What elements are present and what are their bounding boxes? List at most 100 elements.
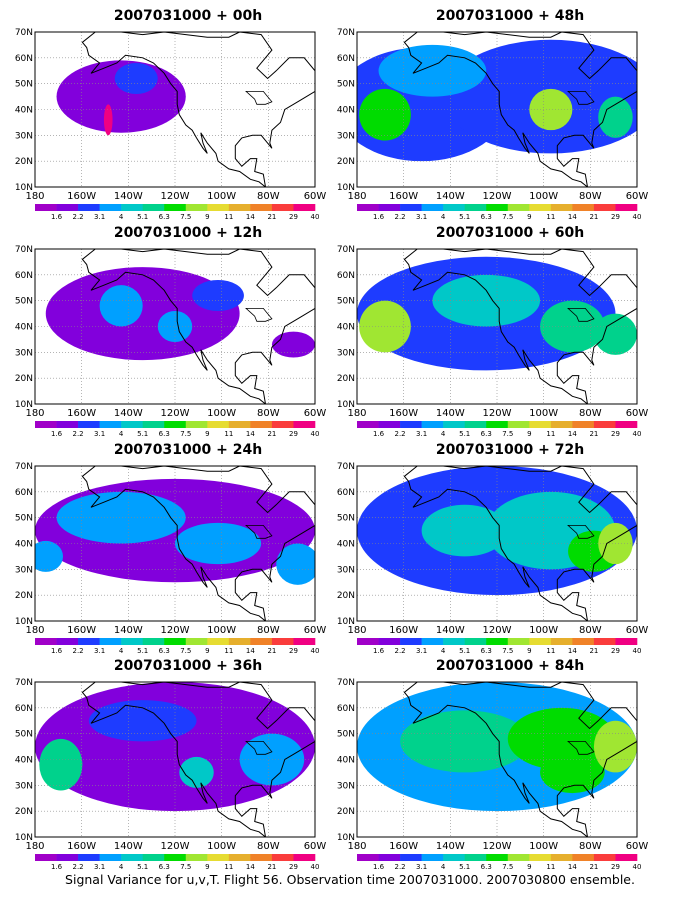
- variance-region: [99, 285, 143, 327]
- variance-region: [103, 104, 113, 136]
- lake-outline: [245, 91, 273, 105]
- x-tick-label: 120W: [483, 191, 512, 202]
- x-tick-label: 140W: [114, 191, 143, 202]
- lake-outline: [245, 741, 273, 755]
- lake-outline: [245, 525, 273, 539]
- colorbar-swatch: [507, 421, 530, 428]
- colorbar-tick-label: 2.2: [395, 430, 406, 438]
- colorbar-tick-label: 40: [633, 647, 642, 655]
- y-tick-label: 20N: [337, 374, 355, 384]
- colorbar-tick-label: 21: [267, 430, 276, 438]
- y-tick-label: 10N: [337, 183, 355, 193]
- colorbar-tick-label: 6.3: [159, 863, 170, 871]
- panel-title: 2007031000 + 84h: [435, 658, 585, 674]
- colorbar-swatch: [421, 854, 444, 861]
- y-tick-label: 20N: [15, 157, 33, 167]
- colorbar-tick-label: 2.2: [395, 647, 406, 655]
- colorbar-tick-label: 2.2: [73, 213, 84, 221]
- panel-title: 2007031000 + 60h: [435, 225, 585, 241]
- colorbar-swatch: [378, 638, 401, 645]
- colorbar-swatch: [507, 854, 530, 861]
- colorbar-swatch: [121, 421, 143, 428]
- variance-map: 10N 20N 30N 40N 50N 60N 70N 180 160W 140W 120W 100W…: [337, 678, 649, 871]
- colorbar-swatch: [293, 854, 316, 861]
- colorbar-tick-label: 29: [289, 430, 298, 438]
- y-tick-label: 50N: [337, 297, 355, 307]
- colorbar-tick-label: 9: [205, 430, 209, 438]
- colorbar-swatch: [185, 854, 208, 861]
- colorbar-swatch: [293, 204, 316, 211]
- colorbar-tick-label: 14: [568, 863, 577, 871]
- colorbar-swatch: [271, 204, 294, 211]
- colorbar-swatch: [271, 421, 294, 428]
- y-tick-label: 30N: [15, 348, 33, 358]
- coastline: [81, 32, 315, 187]
- colorbar-swatch: [378, 421, 401, 428]
- colorbar-tick-label: 7.5: [502, 863, 513, 871]
- colorbar-swatch: [443, 421, 465, 428]
- colorbar-tick-label: 21: [267, 647, 276, 655]
- forecast-panel-48h: 2007031000 + 48h 10N 20N 30N 40N 50N 60N 70N 18…: [337, 8, 680, 228]
- variance-region: [39, 738, 83, 791]
- x-tick-label: 180: [25, 625, 44, 636]
- colorbar-swatch: [250, 854, 273, 861]
- forecast-panel-60h: 2007031000 + 60h 10N 20N 30N 40N 50N 60N 70N 18…: [337, 225, 680, 445]
- colorbar-swatch: [293, 638, 316, 645]
- x-tick-label: 180: [347, 841, 366, 852]
- x-tick-label: 60W: [304, 841, 327, 852]
- x-tick-label: 120W: [161, 841, 190, 852]
- x-tick-label: 160W: [389, 191, 418, 202]
- x-tick-label: 100W: [207, 191, 236, 202]
- x-tick-label: 60W: [626, 841, 649, 852]
- x-tick-label: 160W: [389, 625, 418, 636]
- colorbar-swatch: [99, 204, 122, 211]
- colorbar-tick-label: 21: [589, 430, 598, 438]
- colorbar-tick-label: 40: [633, 863, 642, 871]
- colorbar-tick-label: 29: [289, 213, 298, 221]
- colorbar-swatch: [357, 638, 379, 645]
- colorbar-tick-label: 2.2: [73, 430, 84, 438]
- colorbar-tick-label: 9: [527, 863, 531, 871]
- x-tick-label: 100W: [207, 625, 236, 636]
- colorbar-tick-label: 5.1: [459, 647, 470, 655]
- colorbar-tick-label: 11: [224, 647, 233, 655]
- colorbar-tick-label: 9: [205, 863, 209, 871]
- x-tick-label: 160W: [389, 408, 418, 419]
- colorbar-tick-label: 5.1: [137, 647, 148, 655]
- colorbar-tick-label: 11: [546, 430, 555, 438]
- colorbar-tick-label: 11: [546, 863, 555, 871]
- panel-title: 2007031000 + 48h: [435, 8, 585, 24]
- x-tick-label: 140W: [436, 841, 465, 852]
- colorbar-swatch: [228, 638, 251, 645]
- plot-frame: [356, 681, 638, 838]
- colorbar-swatch: [550, 204, 573, 211]
- colorbar-tick-label: 6.3: [159, 430, 170, 438]
- y-tick-label: 30N: [15, 565, 33, 575]
- colorbar-tick-label: 11: [224, 213, 233, 221]
- x-tick-label: 80W: [579, 625, 602, 636]
- colorbar-tick-label: 1.6: [51, 863, 63, 871]
- colorbar-swatch: [99, 638, 122, 645]
- y-tick-label: 70N: [15, 245, 33, 255]
- colorbar-swatch: [56, 204, 79, 211]
- colorbar-tick-label: 7.5: [180, 647, 191, 655]
- colorbar-swatch: [593, 204, 616, 211]
- colorbar-swatch: [99, 854, 122, 861]
- lake-outline: [567, 525, 595, 539]
- colorbar-swatch: [142, 638, 165, 645]
- x-tick-label: 80W: [257, 625, 280, 636]
- colorbar-swatch: [529, 421, 552, 428]
- x-tick-label: 180: [25, 408, 44, 419]
- colorbar-tick-label: 3.1: [94, 213, 105, 221]
- y-tick-label: 40N: [15, 756, 33, 766]
- colorbar-swatch: [142, 854, 165, 861]
- y-tick-label: 10N: [15, 617, 33, 627]
- colorbar-tick-label: 11: [546, 647, 555, 655]
- colorbar-swatch: [357, 421, 379, 428]
- y-tick-label: 40N: [15, 323, 33, 333]
- colorbar-swatch: [185, 204, 208, 211]
- y-tick-label: 30N: [337, 781, 355, 791]
- colorbar-swatch: [207, 421, 230, 428]
- colorbar-tick-label: 1.6: [51, 213, 63, 221]
- colorbar-swatch: [228, 204, 251, 211]
